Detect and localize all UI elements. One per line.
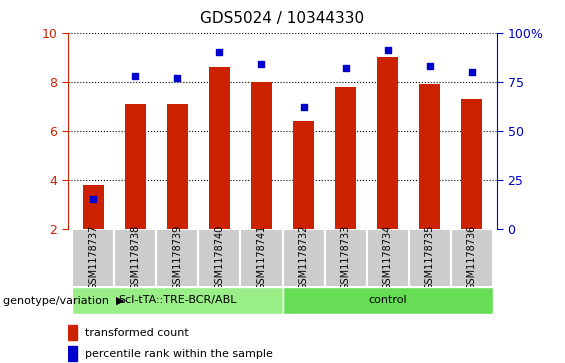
Text: GSM1178739: GSM1178739 <box>172 225 182 290</box>
Text: control: control <box>368 295 407 305</box>
FancyBboxPatch shape <box>282 287 493 314</box>
Text: GSM1178738: GSM1178738 <box>130 225 140 290</box>
Text: GSM1178737: GSM1178737 <box>88 225 98 290</box>
Point <box>257 61 266 67</box>
Bar <box>209 67 230 229</box>
Text: GSM1178741: GSM1178741 <box>257 225 267 290</box>
Text: GSM1178736: GSM1178736 <box>467 225 477 290</box>
FancyBboxPatch shape <box>282 229 325 287</box>
Point <box>173 75 182 81</box>
Point <box>341 65 350 71</box>
FancyBboxPatch shape <box>198 229 240 287</box>
Bar <box>377 57 398 229</box>
Bar <box>419 84 440 229</box>
FancyBboxPatch shape <box>72 229 114 287</box>
FancyBboxPatch shape <box>409 229 451 287</box>
Text: GSM1178733: GSM1178733 <box>341 225 351 290</box>
Bar <box>68 325 77 340</box>
Bar <box>68 346 77 361</box>
Bar <box>82 184 103 229</box>
Text: genotype/variation  ▶: genotype/variation ▶ <box>3 295 124 306</box>
FancyBboxPatch shape <box>114 229 156 287</box>
Point <box>383 48 392 53</box>
Text: GSM1178734: GSM1178734 <box>383 225 393 290</box>
FancyBboxPatch shape <box>240 229 282 287</box>
Text: GSM1178740: GSM1178740 <box>214 225 224 290</box>
Point <box>215 49 224 55</box>
FancyBboxPatch shape <box>156 229 198 287</box>
Bar <box>125 104 146 229</box>
FancyBboxPatch shape <box>325 229 367 287</box>
FancyBboxPatch shape <box>367 229 409 287</box>
Bar <box>293 121 314 229</box>
Bar <box>335 87 356 229</box>
Text: GSM1178735: GSM1178735 <box>425 225 435 290</box>
Text: transformed count: transformed count <box>85 328 189 338</box>
Bar <box>167 104 188 229</box>
Point <box>425 63 434 69</box>
Text: percentile rank within the sample: percentile rank within the sample <box>85 349 273 359</box>
FancyBboxPatch shape <box>72 287 282 314</box>
Text: GSM1178732: GSM1178732 <box>298 225 308 290</box>
Point <box>89 196 98 202</box>
Text: GDS5024 / 10344330: GDS5024 / 10344330 <box>201 11 364 26</box>
Point <box>299 104 308 110</box>
FancyBboxPatch shape <box>451 229 493 287</box>
Text: Scl-tTA::TRE-BCR/ABL: Scl-tTA::TRE-BCR/ABL <box>118 295 237 305</box>
Bar <box>251 82 272 229</box>
Point <box>467 69 476 75</box>
Point <box>131 73 140 79</box>
Bar <box>462 99 483 229</box>
